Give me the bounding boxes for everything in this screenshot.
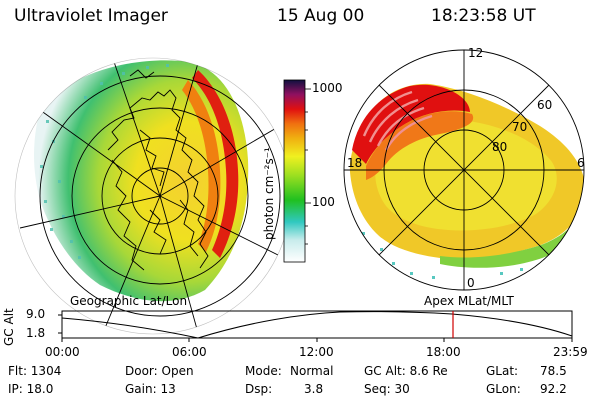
info-flt: Flt: 1304 <box>8 364 62 378</box>
colorbar-gradient <box>283 79 306 263</box>
apex-grid <box>343 49 585 291</box>
mlt-label-18: 18 <box>347 156 363 170</box>
info-seq: Seq: 30 <box>364 382 410 396</box>
altitude-ytick-1.8: 1.8 <box>26 326 46 340</box>
info-gcalt: GC Alt: 8.6 Re <box>364 364 448 378</box>
left-auroral-band-edge <box>182 80 221 252</box>
info-dsp-label: Dsp: <box>245 382 273 396</box>
altitude-xticks <box>61 338 573 342</box>
right-red-band <box>352 84 470 164</box>
mlt-label-0: 0 <box>467 276 475 290</box>
info-glon-value: 92.2 <box>540 382 567 396</box>
left-coastlines <box>107 69 209 271</box>
info-glon-label: GLon: <box>486 382 521 396</box>
altitude-xtick-2359: 23:59 <box>553 345 588 359</box>
left-graticule-lat <box>39 75 281 317</box>
image-date: 15 Aug 00 <box>277 6 365 26</box>
right-emission-inner <box>375 119 557 231</box>
altitude-plot-frame <box>61 310 573 339</box>
info-mode-value: Normal <box>290 364 334 378</box>
left-graticule-lon <box>19 58 291 334</box>
colorbar-tick-1000: 1000 <box>312 81 343 95</box>
right-panel-caption: Apex MLat/MLT <box>424 294 514 308</box>
left-panel-caption: Geographic Lat/Lon <box>70 294 188 308</box>
colorbar-units-label: photon cm⁻²s⁻¹ <box>262 147 276 240</box>
colorbar <box>283 79 311 263</box>
info-glat-label: GLat: <box>486 364 519 378</box>
right-green-fringe <box>440 218 582 268</box>
colorbar-tick-100: 100 <box>312 195 335 209</box>
altitude-ytick-9: 9.0 <box>26 307 46 321</box>
info-gain: Gain: 13 <box>125 382 176 396</box>
altitude-curve <box>61 311 573 339</box>
right-arc-streaks <box>362 90 433 151</box>
mlt-label-6: 6 <box>577 156 585 170</box>
altitude-ylabel: GC Alt <box>2 308 16 346</box>
info-dsp-value: 3.8 <box>304 382 324 396</box>
info-mode-label: Mode: <box>245 364 282 378</box>
mlat-label-60: 60 <box>537 98 553 112</box>
left-auroral-band <box>192 70 239 258</box>
left-emission-field <box>34 60 249 302</box>
geographic-image <box>14 57 292 335</box>
colorbar-ticks <box>305 88 311 245</box>
apex-diag-2 <box>378 84 550 256</box>
instrument-title: Ultraviolet Imager <box>14 6 168 26</box>
altitude-xtick-0000: 00:00 <box>45 345 80 359</box>
mlat-label-70: 70 <box>512 120 528 134</box>
info-door: Door: Open <box>125 364 194 378</box>
mlt-label-12: 12 <box>468 46 484 60</box>
right-orange-band <box>366 111 474 180</box>
mlat-label-80: 80 <box>492 140 508 154</box>
info-glat-value: 78.5 <box>540 364 567 378</box>
image-time: 18:23:58 UT <box>431 6 536 26</box>
altitude-xtick-1200: 12:00 <box>299 345 334 359</box>
apex-image <box>343 49 585 291</box>
altitude-plot <box>58 310 573 342</box>
altitude-xtick-0600: 06:00 <box>172 345 207 359</box>
altitude-xtick-1800: 18:00 <box>426 345 461 359</box>
info-ip: IP: 18.0 <box>8 382 54 396</box>
